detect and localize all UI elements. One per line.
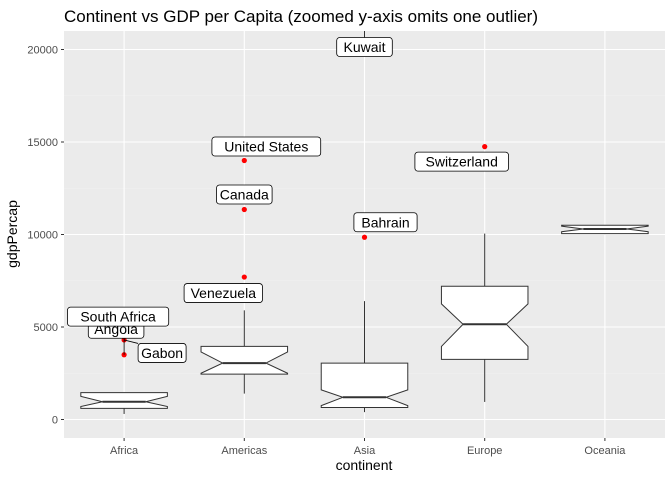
annotation-label: United States: [224, 139, 308, 155]
annotation-label: Canada: [220, 187, 269, 203]
chart-title: Continent vs GDP per Capita (zoomed y-ax…: [64, 7, 538, 26]
x-tick-label: Oceania: [584, 445, 626, 457]
annotation-box: [353, 212, 418, 233]
x-axis-title: continent: [336, 457, 393, 473]
annotation-switzerland: Switzerland: [414, 151, 509, 172]
annotation-box: [211, 136, 322, 157]
annotation-united-states: United States: [211, 136, 322, 157]
box-body: [80, 392, 168, 409]
outlier-point: [241, 157, 247, 164]
box-americas: [200, 310, 289, 394]
box-asia: [320, 301, 409, 413]
annotation-box: [336, 37, 393, 57]
annotation-kuwait: Kuwait: [336, 37, 393, 57]
annotation-bahrain: Bahrain: [353, 212, 418, 233]
y-tick-label: 10000: [27, 230, 58, 242]
annotation-segment: [124, 339, 139, 344]
y-axis: 0 5000 10000 15000 20000: [27, 45, 64, 427]
box-body: [200, 345, 289, 375]
box-europe: [440, 233, 529, 402]
x-tick-label: Asia: [354, 445, 376, 457]
annotation-box: [137, 343, 187, 363]
outlier-point: [241, 206, 247, 213]
x-axis: Africa Americas Asia Europe Oceania: [110, 438, 626, 457]
y-tick-label: 15000: [27, 137, 58, 149]
outlier-point: [482, 144, 488, 150]
box-body: [440, 285, 529, 360]
box-layer: [80, 224, 649, 414]
annotation-gabon: Gabon: [124, 339, 187, 363]
annotation-box: [216, 184, 273, 205]
box-oceania: [561, 224, 649, 235]
box-africa: [80, 392, 168, 414]
annotation-label: Venezuela: [191, 285, 257, 301]
outlier-point: [361, 234, 368, 240]
annotation-box: [67, 306, 170, 327]
y-tick-label: 5000: [34, 322, 58, 334]
y-tick-label: 20000: [27, 45, 58, 57]
x-tick-label: Europe: [467, 445, 502, 457]
annotation-label: Bahrain: [361, 214, 409, 230]
annotation-box: [414, 151, 509, 172]
annotation-label: Kuwait: [343, 39, 385, 55]
y-tick-label: 0: [52, 415, 58, 427]
x-tick-label: Africa: [110, 445, 139, 457]
annotation-south-africa: South Africa: [67, 306, 170, 327]
annotation-label: Switzerland: [426, 154, 498, 170]
y-axis-title: gdpPercap: [4, 200, 20, 268]
annotation-label: Gabon: [141, 345, 183, 361]
x-tick-label: Americas: [221, 445, 267, 457]
box-body: [320, 362, 409, 408]
annotation-canada: Canada: [216, 184, 273, 205]
annotation-venezuela: Venezuela: [183, 283, 263, 303]
annotation-label: South Africa: [80, 309, 156, 325]
outlier-point: [241, 274, 247, 280]
annotation-box: [183, 283, 263, 303]
